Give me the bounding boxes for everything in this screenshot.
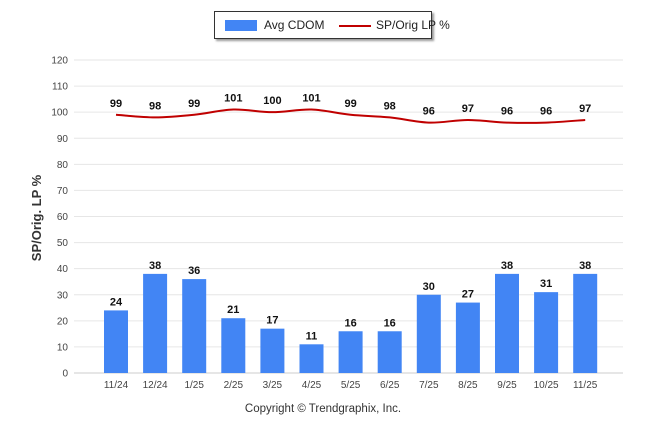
bar-data-label: 30 bbox=[423, 281, 435, 293]
line-series bbox=[115, 108, 586, 124]
bar-data-label: 38 bbox=[149, 260, 161, 272]
x-axis-ticks: 11/24 12/24 1/25 2/25 3/25 4/25 5/25 6/25 7/25 8/… bbox=[104, 380, 598, 391]
y-tick-label: 40 bbox=[57, 264, 69, 275]
line-data-labels: 99 98 99 101 100 101 99 98 96 97 96 96 97 bbox=[110, 93, 591, 118]
x-tick-label: 9/25 bbox=[497, 380, 517, 391]
bar bbox=[299, 344, 324, 373]
legend-label-avg-cdom: Avg CDOM bbox=[264, 18, 325, 32]
y-axis-label: SP/Orig. LP % bbox=[29, 174, 44, 261]
y-tick-label: 100 bbox=[51, 108, 68, 119]
line-data-label: 99 bbox=[344, 98, 356, 110]
x-tick-label: 4/25 bbox=[302, 380, 322, 391]
bar bbox=[104, 310, 128, 373]
x-tick-label: 5/25 bbox=[341, 380, 361, 391]
line-path bbox=[115, 108, 586, 124]
line-data-label: 99 bbox=[188, 98, 200, 110]
y-tick-label: 70 bbox=[57, 186, 69, 197]
line-data-label: 101 bbox=[302, 93, 320, 105]
line-data-label: 97 bbox=[579, 103, 591, 115]
y-tick-label: 110 bbox=[52, 82, 68, 93]
y-tick-label: 50 bbox=[57, 238, 69, 249]
x-tick-label: 3/25 bbox=[263, 380, 283, 391]
line-data-label: 99 bbox=[110, 98, 122, 110]
bar-data-label: 27 bbox=[462, 289, 474, 301]
bar-data-label: 16 bbox=[384, 317, 396, 329]
bar bbox=[534, 292, 559, 373]
line-data-label: 96 bbox=[501, 106, 513, 118]
bar-data-label: 38 bbox=[501, 260, 513, 272]
bar-data-label: 21 bbox=[227, 304, 239, 316]
bar-data-label: 38 bbox=[579, 260, 591, 272]
y-axis-ticks: 0 10 20 30 40 50 60 70 80 90 100 110 120 bbox=[51, 56, 68, 380]
x-tick-label: 1/25 bbox=[184, 380, 204, 391]
y-tick-label: 0 bbox=[62, 369, 68, 380]
legend-line-swatch bbox=[339, 25, 371, 27]
bar-series bbox=[104, 273, 598, 373]
line-data-label: 98 bbox=[149, 100, 161, 112]
copyright-text: Copyright © Trendgraphix, Inc. bbox=[244, 403, 402, 415]
legend: Avg CDOM SP/Orig LP % bbox=[214, 11, 450, 39]
x-tick-label: 8/25 bbox=[458, 380, 478, 391]
x-tick-label: 6/25 bbox=[380, 380, 400, 391]
y-tick-label: 20 bbox=[57, 316, 69, 327]
bar-data-label: 16 bbox=[344, 317, 356, 329]
bar bbox=[338, 331, 363, 373]
y-tick-label: 10 bbox=[57, 342, 69, 353]
bar bbox=[221, 318, 246, 373]
y-tick-label: 80 bbox=[57, 160, 69, 171]
line-data-label: 100 bbox=[263, 95, 281, 107]
x-tick-label: 11/25 bbox=[573, 380, 598, 391]
legend-label-sp-orig-lp: SP/Orig LP % bbox=[376, 18, 450, 32]
y-tick-label: 90 bbox=[57, 134, 69, 145]
y-tick-label: 120 bbox=[51, 56, 68, 67]
x-tick-label: 12/24 bbox=[143, 380, 168, 391]
x-tick-label: 2/25 bbox=[224, 380, 244, 391]
legend-bar-swatch bbox=[225, 20, 257, 31]
bar bbox=[573, 273, 598, 373]
x-tick-label: 11/24 bbox=[104, 380, 129, 391]
bar-data-label: 17 bbox=[266, 315, 278, 327]
bar bbox=[495, 273, 519, 373]
bar-data-label: 11 bbox=[306, 330, 318, 342]
bar bbox=[455, 302, 480, 373]
y-tick-label: 30 bbox=[57, 290, 69, 301]
bar-data-label: 36 bbox=[188, 265, 200, 277]
bar-data-labels: 24 38 36 21 17 11 16 16 30 27 38 31 38 bbox=[110, 260, 591, 342]
line-data-label: 97 bbox=[462, 103, 474, 115]
bar bbox=[377, 331, 402, 373]
line-data-label: 98 bbox=[384, 100, 396, 112]
y-tick-label: 60 bbox=[57, 212, 69, 223]
line-data-label: 96 bbox=[423, 106, 435, 118]
bar-data-label: 31 bbox=[540, 278, 552, 290]
bar bbox=[182, 279, 207, 373]
x-tick-label: 10/25 bbox=[534, 380, 559, 391]
bar-data-label: 24 bbox=[110, 296, 123, 308]
line-data-label: 101 bbox=[224, 93, 242, 105]
x-tick-label: 7/25 bbox=[419, 380, 439, 391]
bar bbox=[143, 273, 168, 373]
bar bbox=[416, 294, 441, 373]
line-data-label: 96 bbox=[540, 106, 552, 118]
bar bbox=[260, 328, 285, 373]
